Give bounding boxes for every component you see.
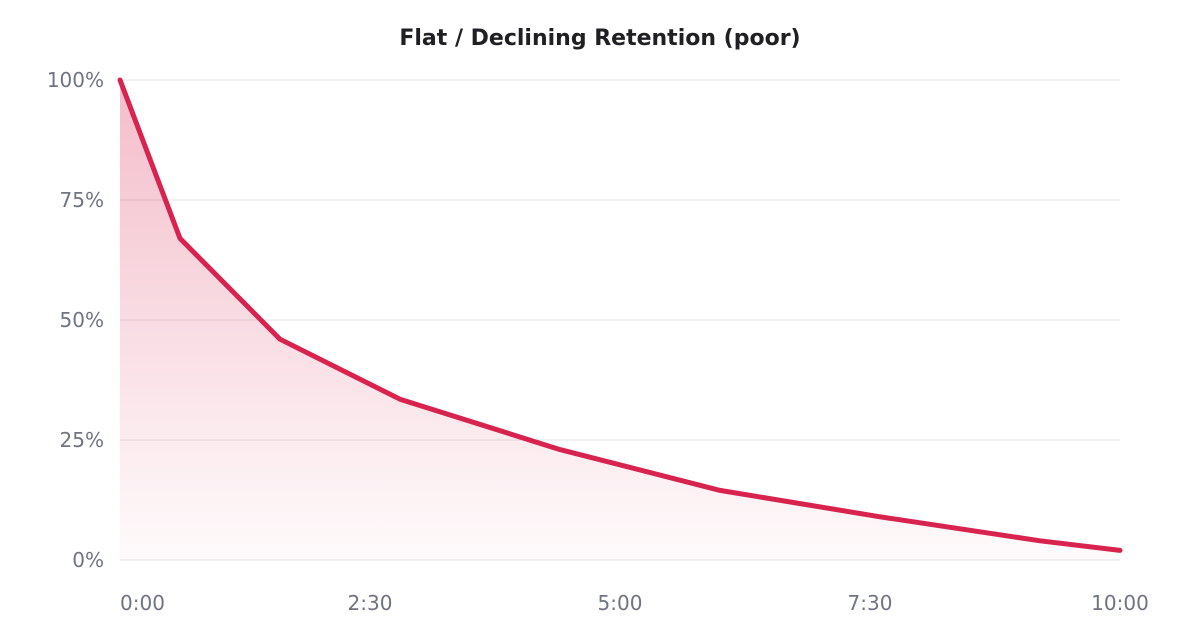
y-axis: 0% 25% 50% 75% 100%	[47, 68, 104, 572]
x-tick-label: 10:00	[1091, 591, 1149, 615]
y-tick-label: 0%	[72, 548, 104, 572]
line-layer	[117, 77, 1123, 553]
y-tick-label: 75%	[60, 188, 104, 212]
x-tick-label: 5:00	[598, 591, 643, 615]
chart-title: Flat / Declining Retention (poor)	[399, 26, 801, 51]
y-tick-label: 25%	[60, 428, 104, 452]
x-axis: 0:00 2:30 5:00 7:30 10:00	[120, 591, 1149, 615]
y-tick-label: 50%	[60, 308, 104, 332]
x-tick-label: 7:30	[848, 591, 893, 615]
x-tick-label: 2:30	[348, 591, 393, 615]
y-tick-label: 100%	[47, 68, 104, 92]
series-area	[120, 80, 1120, 560]
x-tick-label: 0:00	[120, 591, 165, 615]
area-layer	[120, 80, 1120, 560]
